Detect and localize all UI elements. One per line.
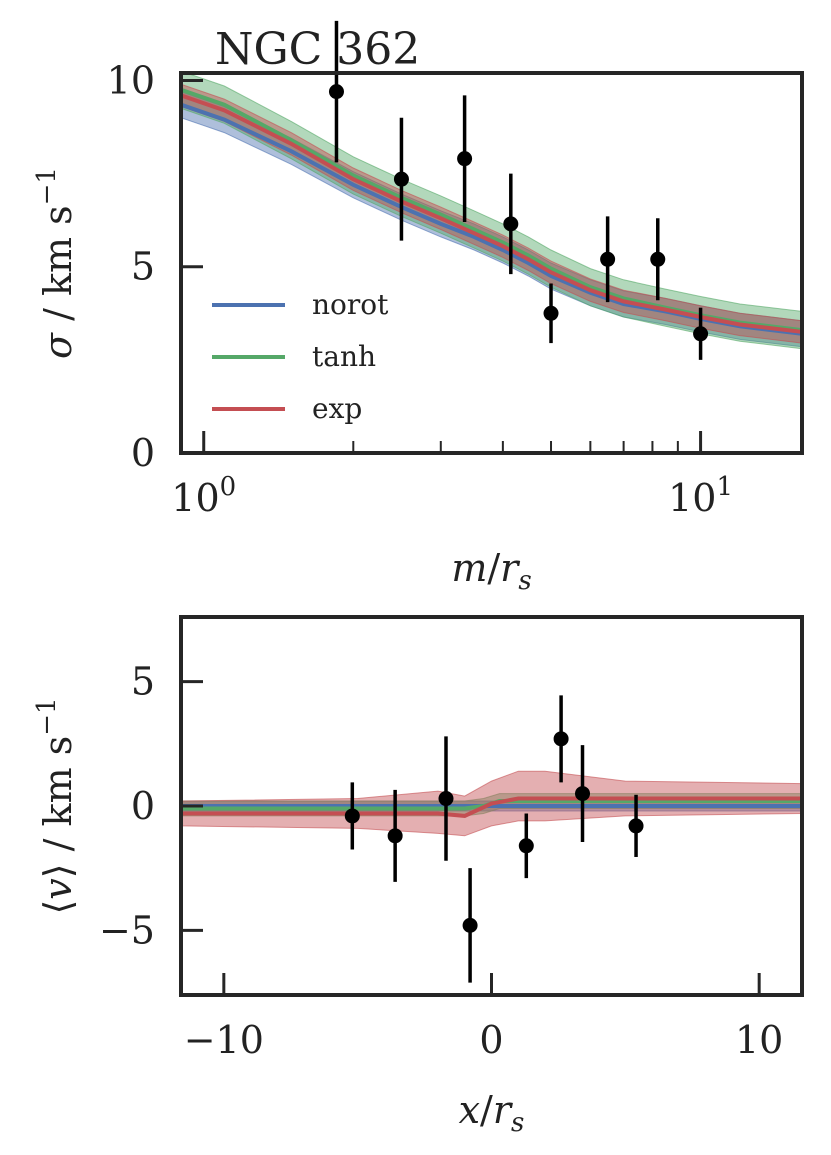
velocity-ticks: −5 0 5 −10 0 10: [99, 660, 783, 1062]
y-tick-label: 5: [131, 245, 155, 289]
x-tick-label: −10: [184, 1018, 264, 1062]
data-point: [344, 808, 360, 824]
x-tick-label: 101: [668, 472, 733, 520]
data-point: [600, 251, 616, 267]
y-label-unit: / km s: [36, 736, 80, 864]
data-point: [575, 786, 591, 802]
y-label-rangle: ⟩: [36, 863, 80, 878]
legend-label-norot: norot: [312, 288, 389, 321]
y-tick-label: −5: [99, 908, 155, 952]
data-point: [328, 84, 344, 100]
x-tick-base: 10: [668, 476, 716, 520]
data-point: [503, 216, 519, 232]
data-point: [393, 171, 409, 187]
y-tick-label: 0: [131, 784, 155, 828]
y-tick-label: 0: [131, 431, 155, 475]
sigma-plot-frame: [179, 71, 804, 455]
data-point: [628, 818, 644, 834]
line-exp: [181, 796, 802, 818]
x-label-m: m: [451, 546, 487, 590]
x-label-r: r: [493, 1088, 514, 1132]
data-point: [462, 917, 478, 933]
data-point: [438, 791, 454, 807]
line-exp: [181, 93, 802, 334]
data-point: [457, 151, 473, 167]
data-point: [650, 251, 666, 267]
y-tick-label: 5: [131, 660, 155, 704]
y-label-langle: ⟨: [36, 900, 80, 915]
x-tick-label: 10: [735, 1018, 783, 1062]
x-tick-exponent: 0: [220, 472, 237, 502]
data-point: [553, 731, 569, 747]
velocity-data-points: [344, 695, 644, 983]
x-label-slash: /: [480, 1088, 493, 1132]
y-label-unit: / km s: [36, 205, 80, 333]
x-tick-label: 100: [171, 472, 236, 520]
data-point: [518, 838, 534, 854]
velocity-plot-frame: [179, 615, 804, 997]
x-label-sub: s: [518, 566, 531, 596]
velocity-panel: −5 0 5 −10 0 10 x/rs ⟨v⟩ / km s−1: [32, 615, 804, 1138]
data-point: [387, 828, 403, 844]
legend-label-exp: exp: [312, 392, 362, 425]
velocity-lines: [181, 796, 802, 818]
sigma-bands: [181, 73, 802, 350]
y-label-exp: −1: [32, 167, 62, 205]
y-label-v: v: [36, 878, 80, 900]
velocity-y-axis-label: ⟨v⟩ / km s−1: [32, 697, 80, 914]
sigma-x-axis-label: m/rs: [451, 546, 531, 596]
data-point: [543, 305, 559, 321]
chart-title: NGC 362: [215, 24, 420, 75]
x-tick-label: 0: [479, 1018, 503, 1062]
y-tick-label: 10: [107, 58, 155, 102]
sigma-lines: [181, 87, 802, 336]
sigma-data-points: [328, 20, 709, 360]
band-exp: [181, 83, 802, 344]
x-tick-exponent: 1: [716, 472, 733, 502]
x-label-sub: s: [511, 1108, 524, 1138]
x-label-x: x: [459, 1088, 480, 1132]
velocity-x-axis-label: x/rs: [459, 1088, 525, 1138]
x-label-r: r: [500, 546, 521, 590]
sigma-y-axis-label: σ / km s−1: [32, 167, 80, 359]
legend: norot tanh exp: [212, 288, 389, 425]
data-point: [693, 326, 709, 342]
y-label-sigma: σ: [36, 332, 80, 359]
legend-label-tanh: tanh: [312, 340, 376, 373]
y-label-exp: −1: [32, 697, 62, 735]
x-label-slash: /: [487, 546, 500, 590]
x-tick-base: 10: [171, 476, 219, 520]
